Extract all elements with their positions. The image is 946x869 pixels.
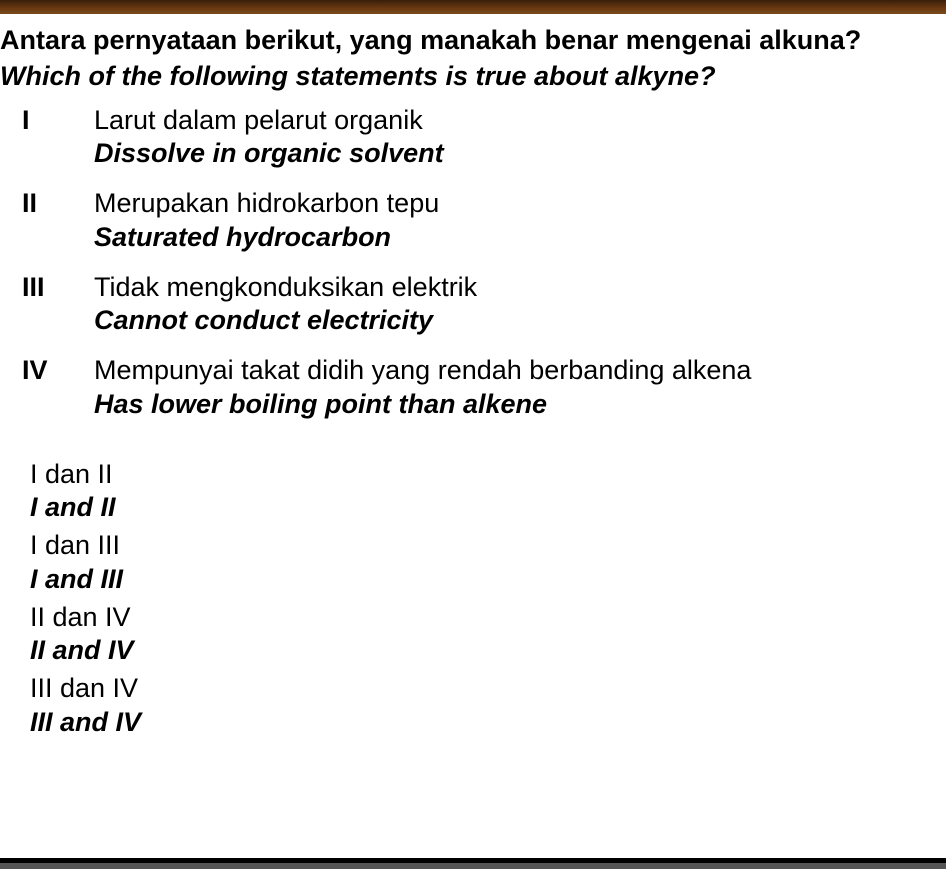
option-text-en: II and IV bbox=[30, 634, 934, 668]
statement-text-ms: Mempunyai takat didih yang rendah berban… bbox=[94, 354, 751, 388]
option-text-ms: III dan IV bbox=[30, 672, 934, 706]
statement-text-ms: Tidak mengkonduksikan elektrik bbox=[94, 271, 477, 305]
question-text-ms: Antara pernyataan berikut, yang manakah … bbox=[0, 24, 934, 58]
option-D[interactable]: III dan IV III and IV bbox=[30, 672, 934, 740]
statement-III: III Tidak mengkonduksikan elektrik Canno… bbox=[0, 271, 934, 339]
option-text-ms: II dan IV bbox=[30, 601, 934, 635]
statement-text-en: Dissolve in organic solvent bbox=[94, 137, 444, 171]
option-A[interactable]: I dan II I and II bbox=[30, 458, 934, 526]
option-text-en: III and IV bbox=[30, 706, 934, 740]
question-page: Antara pernyataan berikut, yang manakah … bbox=[0, 14, 946, 740]
bottom-fade-bar bbox=[0, 863, 946, 869]
statement-II: II Merupakan hidrokarbon tepu Saturated … bbox=[0, 187, 934, 255]
statement-text-en: Cannot conduct electricity bbox=[94, 304, 477, 338]
option-text-en: I and III bbox=[30, 563, 934, 597]
question-text-en: Which of the following statements is tru… bbox=[0, 60, 934, 94]
statement-roman: III bbox=[0, 271, 94, 339]
statement-roman: IV bbox=[0, 354, 94, 422]
statement-I: I Larut dalam pelarut organik Dissolve i… bbox=[0, 104, 934, 172]
statement-text-en: Has lower boiling point than alkene bbox=[94, 388, 751, 422]
statement-text-en: Saturated hydrocarbon bbox=[94, 221, 439, 255]
option-B[interactable]: I dan III I and III bbox=[30, 529, 934, 597]
statements-list: I Larut dalam pelarut organik Dissolve i… bbox=[0, 104, 934, 422]
option-C[interactable]: II dan IV II and IV bbox=[30, 601, 934, 669]
top-border-bar bbox=[0, 0, 946, 14]
option-text-ms: I dan III bbox=[30, 529, 934, 563]
statement-text-ms: Merupakan hidrokarbon tepu bbox=[94, 187, 439, 221]
option-text-en: I and II bbox=[30, 491, 934, 525]
answer-options: I dan II I and II I dan III I and III II… bbox=[30, 458, 934, 740]
statement-IV: IV Mempunyai takat didih yang rendah ber… bbox=[0, 354, 934, 422]
statement-text-ms: Larut dalam pelarut organik bbox=[94, 104, 444, 138]
statement-roman: I bbox=[0, 104, 94, 172]
statement-roman: II bbox=[0, 187, 94, 255]
option-text-ms: I dan II bbox=[30, 458, 934, 492]
